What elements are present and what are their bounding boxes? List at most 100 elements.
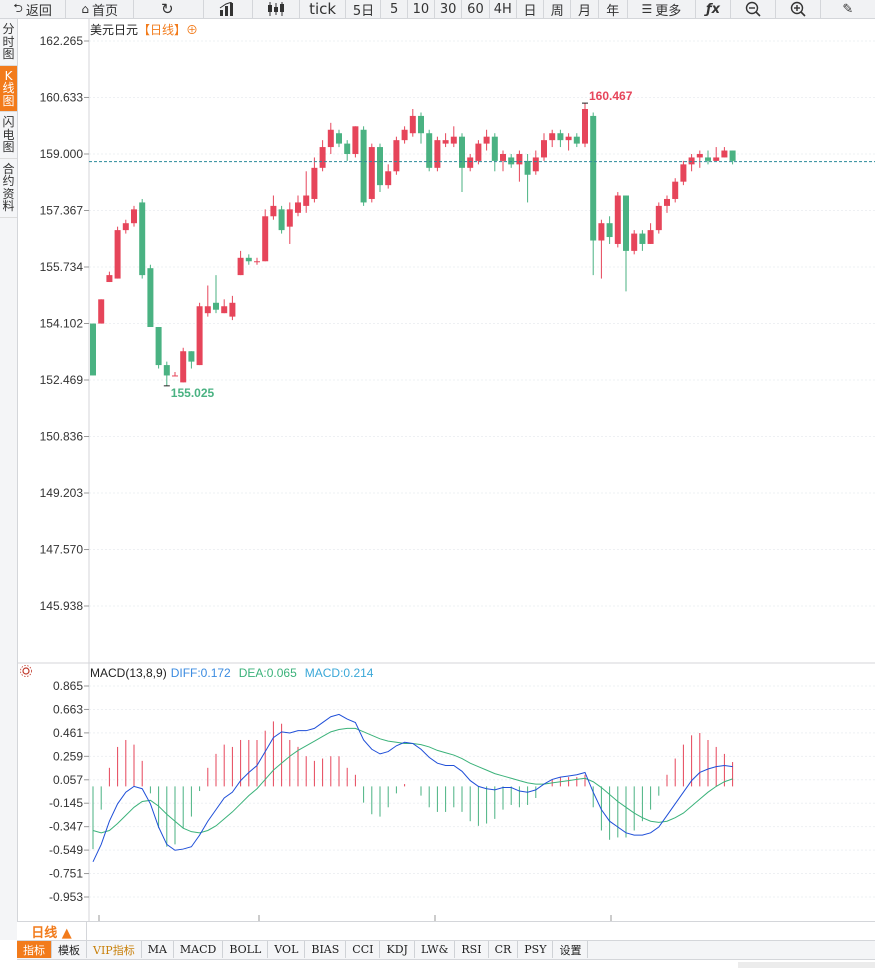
price-axis-label: 154.102 xyxy=(40,316,84,330)
sidebar-item-timeshare[interactable]: 分时图 xyxy=(0,19,17,66)
candle-body xyxy=(500,153,506,161)
macd-value: MACD:0.214 xyxy=(305,666,374,680)
settings-sun-icon[interactable] xyxy=(20,665,32,677)
candle-body xyxy=(606,223,613,238)
candle-body xyxy=(664,198,670,206)
candle-body xyxy=(508,157,515,165)
indicator-tab-7[interactable]: BIAS xyxy=(305,941,347,958)
macd-axis-label: -0.145 xyxy=(49,796,83,810)
candle-body xyxy=(418,115,424,134)
chart-header: 美元日元【日线】⊕ xyxy=(90,23,198,37)
refresh-button[interactable]: ↻ xyxy=(134,0,205,18)
candle-body xyxy=(401,129,408,141)
indicator-tab-10[interactable]: LW& xyxy=(415,941,456,958)
more-button[interactable]: ☰ 更多 xyxy=(628,0,696,19)
candle-body xyxy=(278,209,285,231)
candle-body xyxy=(532,157,539,172)
high-label: 160.467 xyxy=(589,89,633,103)
period-day[interactable]: 日 xyxy=(517,0,545,19)
indicator-tab-13[interactable]: PSY xyxy=(518,941,554,958)
candle-body xyxy=(172,375,178,377)
macd-axis-label: 0.865 xyxy=(53,679,83,693)
period-year[interactable]: 年 xyxy=(599,0,628,19)
period-30min[interactable]: 30 xyxy=(435,0,463,18)
price-axis-label: 157.367 xyxy=(40,203,84,217)
menu-icon: ☰ xyxy=(641,2,653,16)
candle-body xyxy=(237,257,244,276)
candle-body xyxy=(549,133,556,141)
price-axis-label: 159.000 xyxy=(40,147,84,161)
back-button[interactable]: ⮌ 返回 xyxy=(0,0,67,19)
indicator-tab-2[interactable]: VIP指标 xyxy=(87,941,142,958)
period-4h[interactable]: 4H xyxy=(490,0,517,18)
candle-body xyxy=(524,160,531,175)
indicator-tab-8[interactable]: CCI xyxy=(346,941,381,958)
candle-body xyxy=(139,202,146,276)
candle-body xyxy=(270,205,277,217)
candle-body xyxy=(467,157,474,168)
candle-body xyxy=(557,133,564,141)
zoom-in-button[interactable] xyxy=(776,0,821,18)
indicator-tab-4[interactable]: MACD xyxy=(174,941,224,958)
sidebar-item-contract[interactable]: 合约资料 xyxy=(0,159,17,218)
candlestick-icon xyxy=(267,2,284,16)
period-selector[interactable]: 日线 ▲ xyxy=(17,922,87,941)
price-axis-label: 155.734 xyxy=(40,260,84,274)
candle-body xyxy=(393,140,400,172)
diff-line xyxy=(92,713,733,863)
candle-body xyxy=(336,133,342,144)
period-60min[interactable]: 60 xyxy=(462,0,490,18)
candle-body xyxy=(434,140,441,168)
sidebar-item-kline[interactable]: K线图 xyxy=(0,65,17,112)
tick-button[interactable]: tick xyxy=(300,0,347,18)
period-month[interactable]: 月 xyxy=(571,0,599,19)
indicator-tab-1[interactable]: 模板 xyxy=(52,941,87,958)
horizontal-scrollbar[interactable] xyxy=(738,962,875,968)
macd-histogram xyxy=(92,721,734,850)
period-5min[interactable]: 5 xyxy=(381,0,408,18)
candle-body xyxy=(459,136,465,168)
pencil-icon: ✎ xyxy=(842,1,854,17)
candle-body xyxy=(131,209,137,224)
indicator-tab-5[interactable]: BOLL xyxy=(223,941,269,958)
indicator-tab-0[interactable]: 指标 xyxy=(17,941,52,958)
zoom-in-icon xyxy=(790,1,806,17)
candle-body xyxy=(614,195,621,244)
period-10min[interactable]: 10 xyxy=(408,0,436,18)
indicator-tab-6[interactable]: VOL xyxy=(268,941,306,958)
candles xyxy=(90,103,736,386)
home-button[interactable]: ⌂ 首页 xyxy=(66,0,135,19)
sidebar-item-flash[interactable]: 闪电图 xyxy=(0,112,17,159)
price-axis-label: 149.203 xyxy=(40,486,84,500)
price-axis-label: 160.633 xyxy=(40,90,84,104)
home-icon: ⌂ xyxy=(81,2,90,16)
candle-body xyxy=(623,195,629,251)
indicator-tab-11[interactable]: RSI xyxy=(455,941,489,958)
macd-axis-label: -0.751 xyxy=(49,867,83,881)
macd-axis-label: 0.461 xyxy=(53,726,83,740)
candle-body xyxy=(114,230,121,279)
candle-body xyxy=(295,202,301,213)
price-axis-label: 147.570 xyxy=(40,543,84,557)
add-indicator-icon[interactable]: ⊕ xyxy=(186,23,198,37)
candle-body xyxy=(680,164,687,182)
indicator-tab-9[interactable]: KDJ xyxy=(380,941,415,958)
kline-chart[interactable]: 162.265 160.633 159.000 157.367 155.734 154.1… xyxy=(17,19,875,921)
candle-body xyxy=(254,261,260,263)
candle-body xyxy=(409,115,416,134)
price-axis: 162.265 160.633 159.000 157.367 155.734 154.1… xyxy=(40,34,89,613)
indicator-tab-3[interactable]: MA xyxy=(142,941,174,958)
candle-body xyxy=(696,153,703,158)
indicator-tab-14[interactable]: 设置 xyxy=(553,941,589,958)
indicator-tab-12[interactable]: CR xyxy=(489,941,519,958)
period-week[interactable]: 周 xyxy=(544,0,572,19)
formula-button[interactable]: ƒx xyxy=(696,0,731,18)
candle-button[interactable] xyxy=(253,0,300,18)
draw-button[interactable]: ✎ xyxy=(821,0,875,18)
candle-body xyxy=(647,230,654,244)
bar-chart-button[interactable] xyxy=(204,0,253,18)
zoom-out-button[interactable] xyxy=(731,0,776,18)
candle-body xyxy=(450,136,457,144)
macd-axis-label: -0.953 xyxy=(49,890,83,904)
period-5day[interactable]: 5日 xyxy=(346,0,382,19)
